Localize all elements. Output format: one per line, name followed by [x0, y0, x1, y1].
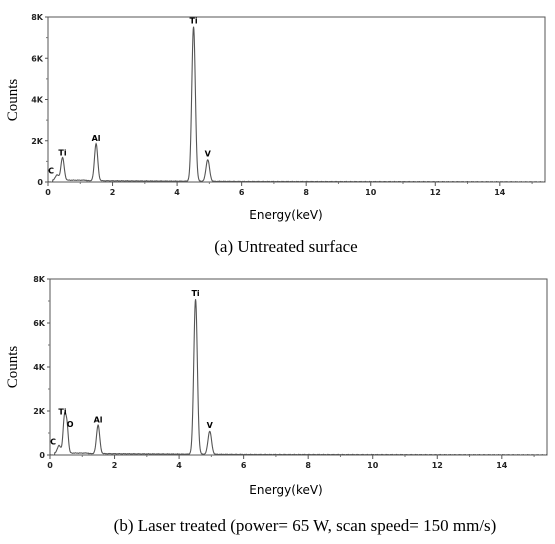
panel-b-peak-label: V [207, 421, 214, 430]
panel-b-xtick-label: 2 [112, 461, 118, 470]
panel-b-xlabel: Energy(keV) [249, 483, 323, 497]
panel-b-ylabel: Counts [5, 346, 21, 389]
panel-a-ylabel: Counts [5, 79, 21, 122]
panel-a-xtick-label: 12 [430, 188, 441, 197]
panel-b: Counts Energy(keV) (b) Laser treated (po… [5, 275, 548, 535]
panel-a-xtick-label: 0 [45, 188, 51, 197]
panel-b-peak-label: C [50, 437, 56, 446]
panel-b-ytick-label: 2K [33, 407, 46, 416]
panel-b-xtick-label: 6 [241, 461, 247, 470]
panel-a-peak-label: Ti [189, 16, 197, 25]
panel-b-caption: (b) Laser treated (power= 65 W, scan spe… [114, 516, 497, 535]
panel-b-ytick-label: 0 [39, 451, 45, 460]
panel-b-xtick-label: 0 [47, 461, 53, 470]
panel-a: Counts Energy(keV) (a) Untreated surface… [5, 13, 546, 256]
panel-b-peak-label: O [67, 420, 74, 429]
panel-a-peak-label: Ti [58, 148, 66, 157]
panel-a-xtick-label: 4 [174, 188, 180, 197]
panel-a-peak-label: V [205, 149, 212, 158]
panel-b-xtick-label: 10 [367, 461, 379, 470]
panel-a-caption: (a) Untreated surface [214, 237, 357, 256]
panel-a-ytick-label: 4K [31, 96, 44, 105]
panel-a-ytick-label: 8K [31, 13, 44, 22]
panel-a-xlabel: Energy(keV) [249, 208, 323, 222]
panel-a-xtick-label: 6 [239, 188, 245, 197]
panel-b-peak-label: Ti [58, 408, 66, 417]
panel-a-peak-label: Al [92, 134, 101, 143]
panel-a-xtick-label: 8 [303, 188, 309, 197]
panel-a-ytick-label: 2K [31, 137, 44, 146]
panel-b-xtick-label: 12 [432, 461, 443, 470]
panel-b-plot-frame [49, 278, 548, 456]
panel-a-peak-label: C [48, 167, 54, 176]
panel-b-ytick-label: 6K [33, 319, 46, 328]
panel-b-peak-label: Ti [191, 289, 199, 298]
panel-a-xtick-label: 10 [365, 188, 377, 197]
panel-a-ytick-label: 6K [31, 54, 44, 63]
panel-a-ytick-label: 0 [37, 178, 43, 187]
panel-a-plot-frame [47, 16, 546, 183]
panel-b-ytick-label: 8K [33, 275, 46, 284]
panel-b-xtick-label: 8 [305, 461, 311, 470]
panel-b-ytick-label: 4K [33, 363, 46, 372]
panel-a-xtick-label: 14 [494, 188, 506, 197]
panel-b-spectrum-line [49, 299, 548, 456]
panel-b-xtick-label: 4 [176, 461, 182, 470]
panel-b-peak-label: Al [94, 415, 103, 424]
panel-a-spectrum-line [47, 26, 546, 183]
panel-b-xtick-label: 14 [496, 461, 508, 470]
panel-a-xtick-label: 2 [110, 188, 116, 197]
